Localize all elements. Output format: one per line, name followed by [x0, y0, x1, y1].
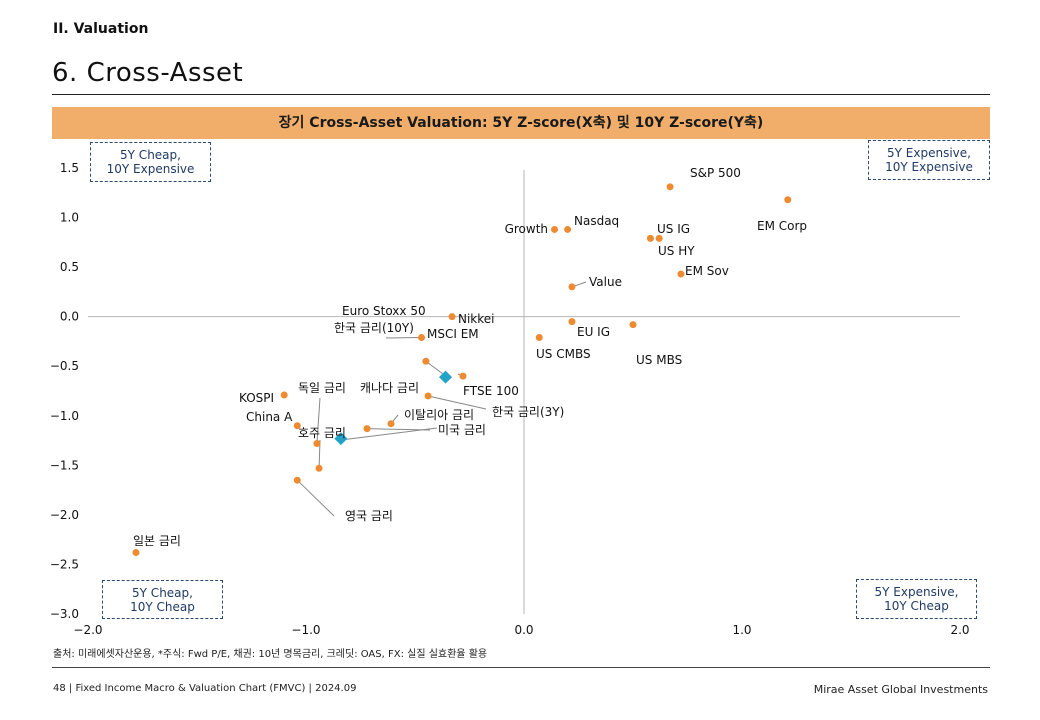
point-label: Euro Stoxx 50 [342, 304, 426, 318]
data-point [293, 476, 301, 484]
point-label: FTSE 100 [463, 384, 519, 398]
y-tick-label: 1.0 [60, 211, 79, 225]
data-point [448, 313, 456, 321]
point-label: US CMBS [536, 347, 591, 361]
data-point [422, 357, 430, 365]
highlight-point [334, 432, 348, 446]
footer-divider [52, 667, 990, 668]
point-label: S&P 500 [690, 166, 741, 180]
data-point [387, 420, 395, 428]
chart-axes: 1.5 1.0 0.5 0.0 −0.5 −1.0 −1.5 −2.0 −2.5 −3.0 −2.0… [50, 161, 970, 637]
x-tick-label: 2.0 [950, 623, 969, 637]
data-point [363, 425, 371, 433]
corner-box-top-right: 5Y Expensive, 10Y Expensive [868, 140, 990, 180]
data-point [568, 318, 576, 326]
point-label: 영국 금리 [345, 509, 393, 523]
x-tick-label: 1.0 [732, 623, 751, 637]
point-label: 독일 금리 [298, 381, 346, 395]
y-tick-label: −3.0 [50, 607, 79, 621]
data-point [424, 392, 432, 400]
corner-box-line: 10Y Expensive [885, 160, 973, 174]
data-point [315, 464, 323, 472]
point-label: Value [589, 275, 622, 289]
leader-line [427, 395, 487, 410]
data-point [646, 234, 654, 242]
chart-title-banner: 장기 Cross-Asset Valuation: 5Y Z-score(X축)… [52, 107, 990, 139]
corner-box-line: 5Y Expensive, [874, 585, 959, 599]
point-label: 일본 금리 [133, 534, 181, 548]
point-label: MSCI EM [427, 327, 479, 341]
highlight-point [439, 370, 453, 384]
point-label: Nikkei [458, 312, 495, 326]
data-point [784, 196, 792, 204]
x-tick-label: −1.0 [291, 623, 320, 637]
footer-left: 48 | Fixed Income Macro & Valuation Char… [53, 683, 357, 694]
data-point [666, 183, 674, 191]
point-label: KOSPI [239, 391, 274, 405]
point-label: 캐나다 금리 [360, 381, 419, 395]
leader-line [425, 360, 444, 375]
leader-line [296, 479, 335, 517]
point-label: Nasdaq [574, 214, 619, 228]
y-tick-label: −0.5 [50, 359, 79, 373]
page-title: 6. Cross-Asset [52, 58, 244, 88]
point-label: US IG [657, 222, 690, 236]
point-label: China A [246, 410, 293, 424]
footer-brand: Mirae Asset Global Investments [813, 683, 988, 696]
leader-lines [296, 281, 587, 517]
title-divider [52, 94, 990, 95]
corner-box-top-left: 5Y Cheap, 10Y Expensive [90, 142, 211, 182]
data-point [677, 270, 685, 278]
data-point [132, 549, 140, 557]
leader-line [340, 427, 438, 441]
point-label: 이탈리아 금리 [404, 408, 474, 422]
data-point [629, 321, 637, 329]
data-point [418, 333, 426, 341]
y-tick-label: −2.5 [50, 557, 79, 571]
y-tick-label: −1.0 [50, 409, 79, 423]
data-point [280, 391, 288, 399]
corner-box-line: 5Y Cheap, [132, 585, 193, 600]
point-label: US HY [658, 244, 695, 258]
data-point [564, 225, 572, 233]
data-point [535, 333, 543, 341]
corner-box-line: 5Y Expensive, [887, 146, 971, 160]
corner-box-line: 10Y Cheap [130, 599, 195, 614]
point-label: 한국 금리(10Y) [334, 321, 414, 335]
data-point [313, 440, 321, 448]
leader-line [385, 336, 422, 339]
data-point [551, 225, 559, 233]
chart-points [132, 183, 792, 557]
y-tick-label: −2.0 [50, 508, 79, 522]
y-tick-label: 0.0 [60, 310, 79, 324]
point-label: Growth [505, 222, 548, 236]
data-point [568, 283, 576, 291]
data-point [655, 234, 663, 242]
y-tick-label: 1.5 [60, 161, 79, 175]
corner-box-line: 10Y Expensive [106, 162, 195, 176]
point-label: 호주 금리 [298, 426, 346, 440]
y-tick-label: −1.5 [50, 458, 79, 472]
data-point [293, 422, 301, 430]
point-label: EM Corp [757, 219, 807, 233]
point-label: 미국 금리 [438, 423, 486, 437]
point-label: EU IG [577, 325, 610, 339]
point-label: EM Sov [685, 264, 729, 278]
leader-line [316, 397, 321, 444]
section-label: II. Valuation [53, 21, 149, 37]
point-label: US MBS [636, 353, 682, 367]
data-point [459, 372, 467, 380]
point-label: 한국 금리(3Y) [492, 405, 564, 419]
corner-box-bottom-left: 5Y Cheap, 10Y Cheap [102, 580, 223, 619]
corner-box-line: 5Y Cheap, [120, 148, 181, 162]
corner-box-bottom-right: 5Y Expensive, 10Y Cheap [856, 579, 977, 619]
corner-box-line: 10Y Cheap [884, 599, 949, 613]
x-tick-label: 0.0 [514, 623, 533, 637]
point-labels: S&P 500 EM Corp Nasdaq Growth US IG US HY EM S… [133, 166, 807, 548]
source-note: 출처: 미래에셋자산운용, *주식: Fwd P/E, 채권: 10년 명목금리… [53, 649, 488, 660]
x-tick-label: −2.0 [73, 623, 102, 637]
y-tick-label: 0.5 [60, 260, 79, 274]
